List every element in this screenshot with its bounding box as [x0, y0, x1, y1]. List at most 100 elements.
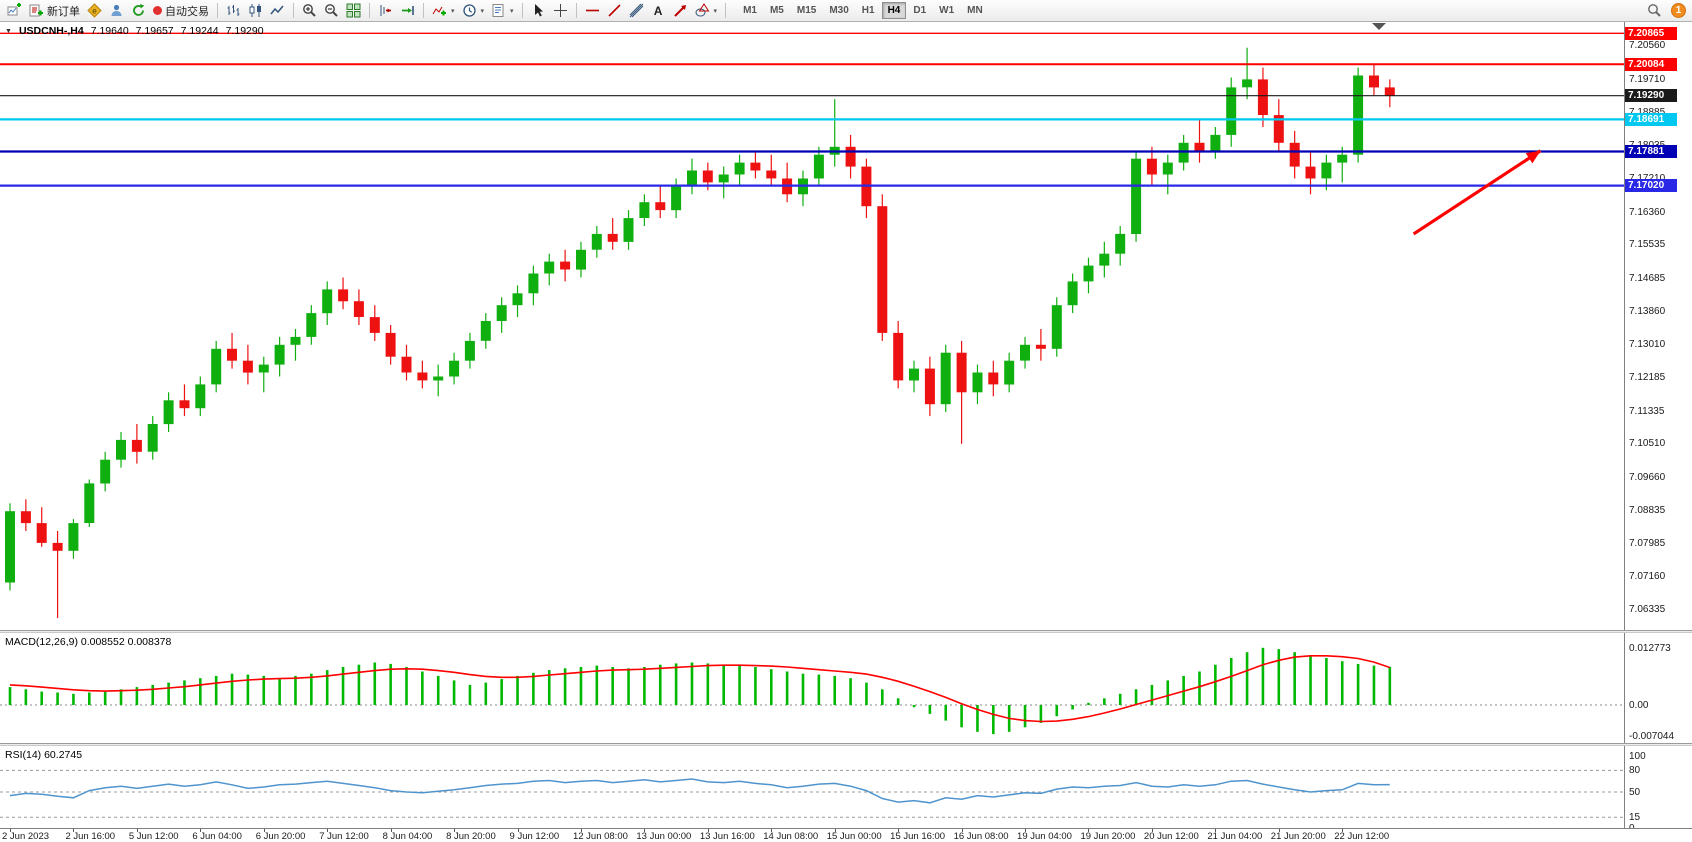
- time-tick: [898, 829, 900, 832]
- timeframe-m5[interactable]: M5: [764, 2, 790, 19]
- macd-plot[interactable]: [0, 633, 1624, 743]
- time-label: 19 Jun 04:00: [1017, 831, 1072, 842]
- price-tick: 7.09660: [1629, 472, 1666, 484]
- bar-chart-icon[interactable]: [223, 1, 244, 20]
- chevron-down-icon: ▾: [480, 7, 485, 15]
- time-tick: [454, 829, 456, 832]
- time-label: 20 Jun 12:00: [1143, 831, 1199, 842]
- notification-badge[interactable]: 1: [1671, 3, 1686, 18]
- new-order-button[interactable]: 新订单: [26, 1, 83, 20]
- time-axis[interactable]: 2 Jun 2023 2 Jun 16:00 5 Jun 12:00 6 Jun 04…: [0, 828, 1692, 842]
- timeframe-h1[interactable]: H1: [856, 2, 881, 19]
- time-label: 15 Jun 16:00: [890, 831, 946, 842]
- price-axis[interactable]: 7.205607.197107.188857.180357.172107.163…: [1624, 22, 1692, 630]
- periods-icon[interactable]: ▾: [459, 1, 488, 20]
- timeframe-h4[interactable]: H4: [881, 2, 907, 19]
- time-tick: [1151, 829, 1153, 832]
- new-chart-icon[interactable]: [4, 1, 25, 20]
- ohlc-close: 7.19290: [225, 25, 264, 37]
- time-label: 5 Jun 12:00: [128, 831, 179, 842]
- rsi-tick: 15: [1629, 812, 1641, 824]
- price-tick: 7.10510: [1629, 438, 1666, 450]
- horizontal-lines[interactable]: [0, 32, 1624, 187]
- new-order-icon: [29, 3, 44, 18]
- auto-scroll-icon[interactable]: [397, 1, 418, 20]
- trendline-icon[interactable]: [604, 1, 625, 20]
- toolbar-right: 1: [1644, 1, 1688, 20]
- search-icon[interactable]: [1644, 1, 1665, 20]
- price-tag: 7.17020: [1625, 179, 1677, 193]
- symbol-header: ▼ USDCNH-,H4 7.19640 7.19657 7.19244 7.1…: [5, 25, 264, 37]
- time-label: 15 Jun 00:00: [826, 831, 882, 842]
- macd-panel: MACD(12,26,9) 0.008552 0.008378 0.012773…: [0, 633, 1692, 743]
- rsi-line: [9, 778, 1390, 804]
- time-tick: [1088, 829, 1090, 832]
- price-tick: 7.08835: [1629, 504, 1666, 516]
- rsi-label: RSI(14) 60.2745: [5, 749, 83, 761]
- templates-icon[interactable]: ▾: [488, 1, 517, 20]
- main-chart-plot[interactable]: [0, 22, 1624, 630]
- panel-splitter[interactable]: [0, 743, 1692, 746]
- time-tick: [263, 829, 265, 832]
- chevron-down-icon: ▾: [451, 7, 455, 15]
- candles: [5, 47, 1395, 619]
- refresh-icon[interactable]: [128, 1, 149, 20]
- time-tick: [1342, 829, 1344, 832]
- macd-tick: 0.00: [1629, 699, 1649, 711]
- arrow-tool-icon[interactable]: [670, 1, 691, 20]
- time-label: 14 Jun 08:00: [763, 831, 819, 842]
- chart-shift-icon[interactable]: [375, 1, 396, 20]
- rsi-plot[interactable]: [0, 746, 1624, 828]
- toolbar-separator: [369, 3, 370, 18]
- timeframe-w1[interactable]: W1: [933, 2, 960, 19]
- collapse-ohlc-icon[interactable]: ▼: [5, 27, 12, 35]
- timeframe-group: M1 M5 M15 M30 H1 H4 D1 W1 MN: [737, 2, 989, 19]
- shapes-icon[interactable]: ▾: [692, 1, 721, 20]
- tile-windows-icon[interactable]: [343, 1, 364, 20]
- text-tool-icon[interactable]: A: [648, 1, 669, 20]
- zoom-in-icon[interactable]: [299, 1, 320, 20]
- horizontal-line-icon[interactable]: [582, 1, 603, 20]
- candlestick-chart-icon[interactable]: [245, 1, 266, 20]
- time-label: 13 Jun 00:00: [636, 831, 692, 842]
- macd-label: MACD(12,26,9) 0.008552 0.008378: [5, 636, 172, 648]
- price-tag: 7.20084: [1625, 57, 1677, 71]
- time-tick: [10, 829, 11, 832]
- zoom-out-icon[interactable]: [321, 1, 342, 20]
- time-tick: [1025, 829, 1027, 832]
- cursor-icon[interactable]: [528, 1, 549, 20]
- svg-text:e: e: [92, 7, 97, 16]
- auto-trading-button[interactable]: 自动交易: [150, 1, 212, 20]
- timeframe-m1[interactable]: M1: [737, 2, 763, 19]
- macd-axis[interactable]: 0.012773 0.00 -0.007044: [1624, 633, 1692, 743]
- timeframe-m30[interactable]: M30: [823, 2, 854, 19]
- panel-splitter[interactable]: [0, 630, 1692, 633]
- toolbar: 新订单 e 自动交易: [0, 0, 1692, 22]
- line-chart-icon[interactable]: [267, 1, 288, 20]
- price-tick: 7.19710: [1629, 74, 1666, 86]
- trend-arrow[interactable]: [1412, 149, 1542, 236]
- time-label: 9 Jun 12:00: [509, 831, 560, 842]
- rsi-tick: 100: [1629, 751, 1646, 762]
- timeframe-mn[interactable]: MN: [961, 2, 989, 19]
- metaeditor-icon[interactable]: e: [84, 1, 105, 20]
- fibonacci-icon[interactable]: [626, 1, 647, 20]
- toolbar-separator: [575, 3, 577, 18]
- indicators-icon[interactable]: ▾: [429, 1, 458, 20]
- timeframe-d1[interactable]: D1: [907, 2, 932, 19]
- price-tag: 7.17881: [1625, 144, 1677, 158]
- time-tick: [200, 829, 202, 832]
- toolbar-separator: [293, 3, 294, 18]
- rsi-axis[interactable]: 1008050150: [1624, 746, 1692, 834]
- chart-profile-icon[interactable]: [106, 1, 127, 20]
- time-tick: [580, 829, 582, 832]
- price-tick: 7.07160: [1629, 571, 1666, 583]
- price-tick: 7.06335: [1629, 603, 1666, 615]
- time-label: 21 Jun 20:00: [1270, 831, 1326, 842]
- crosshair-icon[interactable]: [550, 1, 571, 20]
- toolbar-separator: [725, 3, 727, 18]
- time-label: 22 Jun 12:00: [1334, 831, 1390, 842]
- timeframe-m15[interactable]: M15: [791, 2, 822, 19]
- auto-trading-label: 自动交易: [165, 5, 209, 18]
- chart-shift-marker[interactable]: [1372, 23, 1386, 30]
